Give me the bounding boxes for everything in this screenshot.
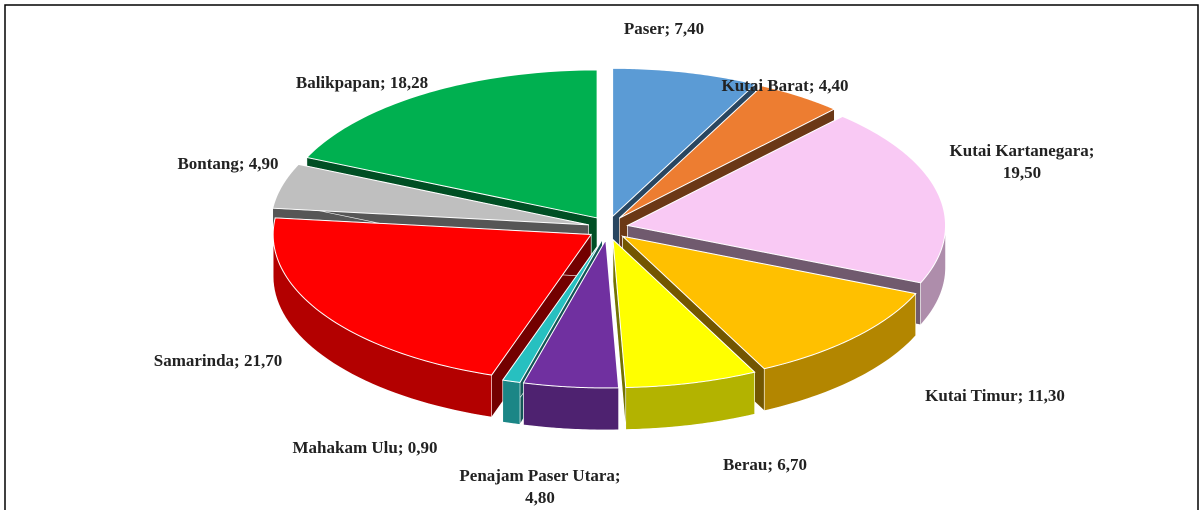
- data-label-line: 4,80: [525, 488, 555, 507]
- data-label: Penajam Paser Utara; 4,80: [459, 466, 620, 507]
- data-label: Kutai Timur; 11,30: [925, 386, 1065, 405]
- data-label: Kutai Kartanegara; 19,50: [950, 141, 1095, 182]
- data-label: Kutai Barat; 4,40: [721, 76, 848, 95]
- slice-top: [305, 69, 598, 219]
- slice-top: [522, 238, 620, 389]
- data-label-line: Kutai Kartanegara;: [950, 141, 1095, 160]
- slice-top: [619, 85, 836, 219]
- data-label: Balikpapan; 18,28: [296, 73, 428, 92]
- slice-top: [272, 217, 593, 376]
- data-label: Mahakam Ulu; 0,90: [293, 438, 438, 457]
- slice-wall: [502, 379, 521, 425]
- slice-top: [612, 67, 757, 218]
- slice-top: [626, 115, 947, 284]
- data-label: Paser; 7,40: [624, 19, 704, 38]
- slice-top: [501, 239, 603, 383]
- slice: [612, 238, 756, 430]
- slice-top: [612, 238, 756, 389]
- slice-top: [272, 163, 589, 226]
- slice: [522, 238, 620, 431]
- data-label: Berau; 6,70: [723, 455, 807, 474]
- data-label: Samarinda; 21,70: [154, 351, 282, 370]
- slice-wall: [523, 382, 619, 431]
- data-label-line: 19,50: [1003, 163, 1041, 182]
- slice: [272, 217, 593, 418]
- slice-top: [620, 235, 917, 370]
- data-label-line: Penajam Paser Utara;: [459, 466, 620, 485]
- data-label: Bontang; 4,90: [177, 154, 278, 173]
